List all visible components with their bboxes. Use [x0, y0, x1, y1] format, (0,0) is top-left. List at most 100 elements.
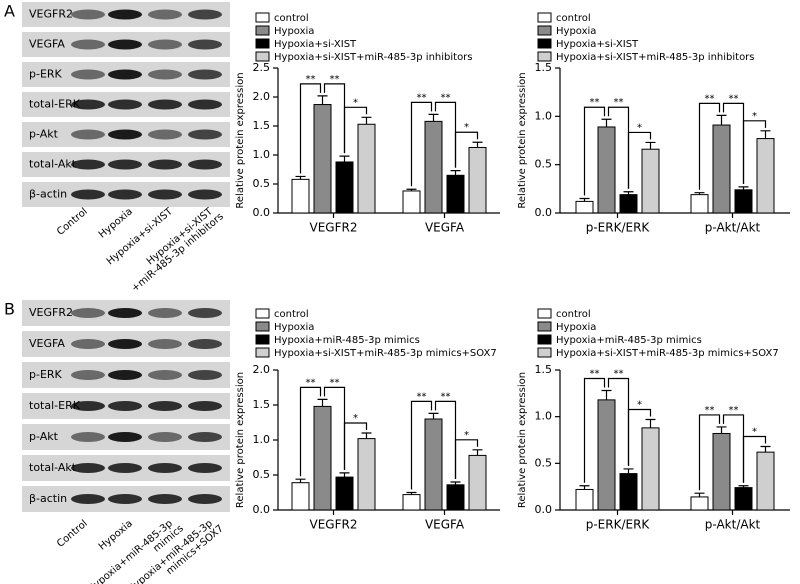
- legend-label: Hypoxia+si-XIST: [274, 39, 357, 50]
- blot-lane-label: Control: [55, 518, 90, 550]
- blot-band: [108, 189, 142, 200]
- blot-band: [188, 494, 222, 504]
- blot-band: [188, 99, 222, 110]
- blot-band: [148, 339, 182, 349]
- legend-swatch: [255, 25, 270, 36]
- blot-band: [188, 432, 222, 442]
- blot-row-label: β-actin: [29, 188, 67, 201]
- error-bar: [450, 170, 461, 176]
- blot-band: [108, 432, 142, 442]
- significance-bracket: [742, 120, 767, 184]
- error-bar: [317, 398, 328, 407]
- blot-band: [188, 370, 222, 380]
- y-tick-label: 1.5: [253, 398, 271, 411]
- blot-band: [108, 99, 142, 110]
- significance-bracket: [627, 408, 652, 466]
- blot-band: [108, 339, 142, 349]
- bar: [734, 487, 753, 511]
- y-tick-label: 1.0: [535, 109, 553, 122]
- bar: [690, 496, 709, 511]
- significance-bracket: [698, 102, 721, 190]
- bar: [468, 454, 487, 511]
- legend-swatch: [255, 38, 270, 49]
- blot-band: [108, 9, 142, 20]
- bar: [641, 148, 660, 214]
- blot-band: [188, 339, 222, 349]
- y-tick-label: 1.5: [535, 363, 553, 376]
- significance-bracket: [343, 106, 368, 154]
- y-tick-label: 1.0: [535, 410, 553, 423]
- error-bar: [645, 141, 656, 150]
- legend-swatch: [537, 38, 552, 49]
- legend-swatch: [537, 334, 552, 345]
- blot-band: [108, 463, 142, 473]
- blot-lane-label: Hypoxia: [97, 206, 135, 240]
- x-tick-label: VEGFA: [425, 221, 465, 235]
- legend-label: control: [274, 13, 309, 24]
- blot-band: [108, 159, 142, 170]
- significance-bracket: [627, 131, 652, 189]
- error-bar: [472, 141, 483, 148]
- error-bar: [339, 472, 350, 478]
- legend-label: Hypoxia: [556, 322, 596, 333]
- error-bar: [428, 113, 439, 122]
- legend-swatch: [537, 25, 552, 36]
- blot-band: [148, 432, 182, 442]
- blot-band: [71, 494, 105, 504]
- legend-label: Hypoxia+si-XIST: [556, 39, 639, 50]
- error-bar: [738, 485, 749, 488]
- significance-label: **: [330, 74, 340, 85]
- blot-band: [148, 463, 182, 473]
- blot-row-label: VEGFR2: [29, 306, 73, 319]
- blot-band: [188, 9, 222, 20]
- blot-band: [188, 189, 222, 200]
- legend-label: Hypoxia: [274, 26, 314, 37]
- error-bar: [317, 95, 328, 105]
- blot-band: [148, 494, 182, 504]
- error-bar: [579, 197, 590, 202]
- error-bar: [406, 188, 417, 191]
- bar: [291, 482, 310, 511]
- legend-label: Hypoxia: [274, 322, 314, 333]
- x-tick-label: p-Akt/Akt: [705, 518, 761, 532]
- legend-swatch: [255, 347, 270, 358]
- y-tick-label: 1.5: [253, 119, 271, 132]
- blot-band: [148, 159, 182, 170]
- significance-label: **: [729, 93, 739, 104]
- significance-label: **: [729, 405, 739, 416]
- significance-label: **: [306, 377, 316, 388]
- y-tick-label: 0.0: [535, 503, 553, 516]
- error-bar: [295, 478, 306, 483]
- bar: [402, 494, 421, 511]
- blot-band: [108, 370, 142, 380]
- legend-swatch: [537, 308, 552, 319]
- legend-label: Hypoxia+si-XIST+miR-485-3p inhibitors: [274, 52, 473, 63]
- significance-bracket: [343, 422, 368, 470]
- y-tick-label: 2.5: [253, 61, 271, 74]
- legend-label: control: [274, 309, 309, 320]
- significance-bracket: [454, 131, 479, 168]
- blot-band: [71, 129, 105, 140]
- blot-lane-label: +miR-485-3p inhibitors: [130, 211, 226, 294]
- error-bar: [450, 481, 461, 485]
- significance-label: **: [330, 377, 340, 388]
- legend-swatch: [255, 12, 270, 23]
- blot-band: [71, 159, 105, 170]
- y-tick-label: 0.5: [253, 468, 271, 481]
- blot-band: [148, 39, 182, 50]
- blot-band: [188, 401, 222, 411]
- significance-label: **: [705, 93, 715, 104]
- error-bar: [760, 445, 771, 453]
- x-tick-label: p-ERK/ERK: [586, 221, 651, 235]
- blot-band: [71, 370, 105, 380]
- bar: [357, 123, 376, 214]
- error-bar: [694, 192, 705, 195]
- y-axis-label: Relative protein expression: [235, 72, 246, 208]
- error-bar: [694, 492, 705, 497]
- bar: [619, 473, 638, 511]
- bar: [756, 138, 775, 214]
- bar: [446, 484, 465, 511]
- error-bar: [361, 432, 372, 439]
- significance-label: **: [441, 92, 451, 103]
- y-tick-label: 2.0: [253, 363, 271, 376]
